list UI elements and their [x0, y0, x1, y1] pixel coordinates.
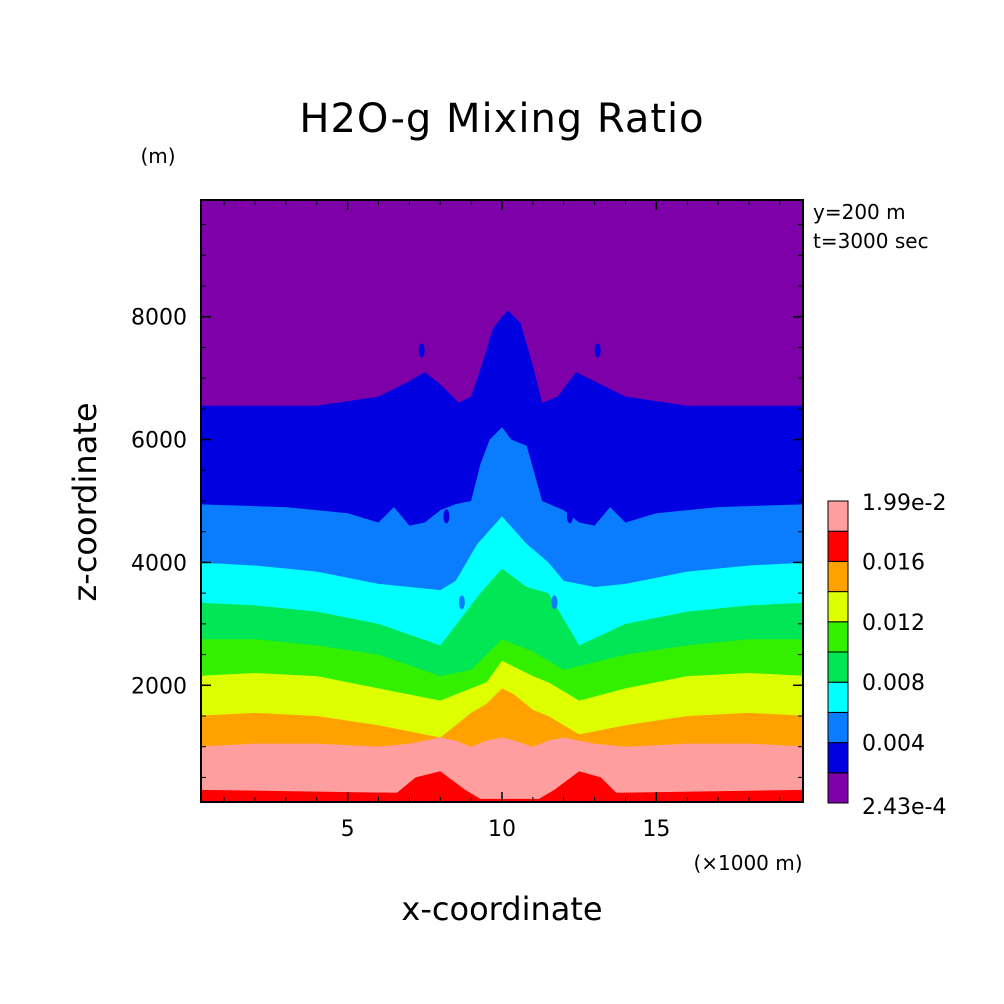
colorbar-tick-label: 0.004 [862, 732, 925, 757]
colorbar-swatch [827, 681, 849, 713]
x-unit-label: (×1000 m) [693, 851, 802, 875]
contour-plot-area [201, 200, 803, 802]
colorbar-min-label: 2.43e-4 [862, 795, 946, 820]
chart-title: H2O-g Mixing Ratio [299, 96, 704, 142]
colorbar-swatch [827, 772, 849, 804]
contour-island [566, 509, 573, 524]
colorbar-max-label: 1.99e-2 [862, 491, 946, 516]
colorbar-swatch [827, 621, 849, 653]
annotation-t: t=3000 sec [813, 229, 929, 253]
colorbar-swatch [827, 560, 849, 593]
y-axis-label: z-coordinate [66, 402, 104, 601]
colorbar-tick-label: 0.008 [862, 671, 925, 696]
x-tick-label: 10 [488, 817, 516, 842]
x-tick-label: 5 [341, 817, 355, 842]
contour-island [458, 595, 465, 610]
y-axis-ticks: 2000 4000 6000 8000 [131, 306, 803, 699]
contour-island [551, 595, 558, 610]
colorbar-tick-label: 0.012 [862, 611, 925, 636]
y-tick-label: 8000 [131, 306, 187, 331]
colorbar-swatch [827, 591, 849, 623]
colorbar-tick-label: 0.016 [862, 550, 925, 575]
y-unit-label: (m) [140, 144, 175, 168]
y-tick-label: 6000 [131, 429, 187, 454]
contour-island [418, 343, 425, 358]
colorbar-swatch [827, 742, 849, 774]
colorbar-swatch [827, 651, 849, 683]
contour-island [594, 343, 601, 358]
contour-bands [201, 200, 803, 802]
contour-island [443, 509, 450, 524]
contour-band [201, 200, 803, 406]
minor-ticks [201, 200, 803, 802]
colorbar-swatch [827, 530, 849, 562]
x-tick-label: 15 [642, 817, 670, 842]
y-tick-label: 2000 [131, 674, 187, 699]
colorbar: 0.016 0.012 0.008 0.004 [827, 500, 925, 804]
x-axis-ticks: 5 10 15 [341, 200, 670, 842]
x-axis-label: x-coordinate [401, 890, 602, 928]
contour-band [201, 771, 803, 802]
y-tick-label: 4000 [131, 551, 187, 576]
colorbar-swatch [827, 500, 849, 532]
annotation-y: y=200 m [813, 200, 906, 224]
colorbar-swatch [827, 711, 849, 744]
